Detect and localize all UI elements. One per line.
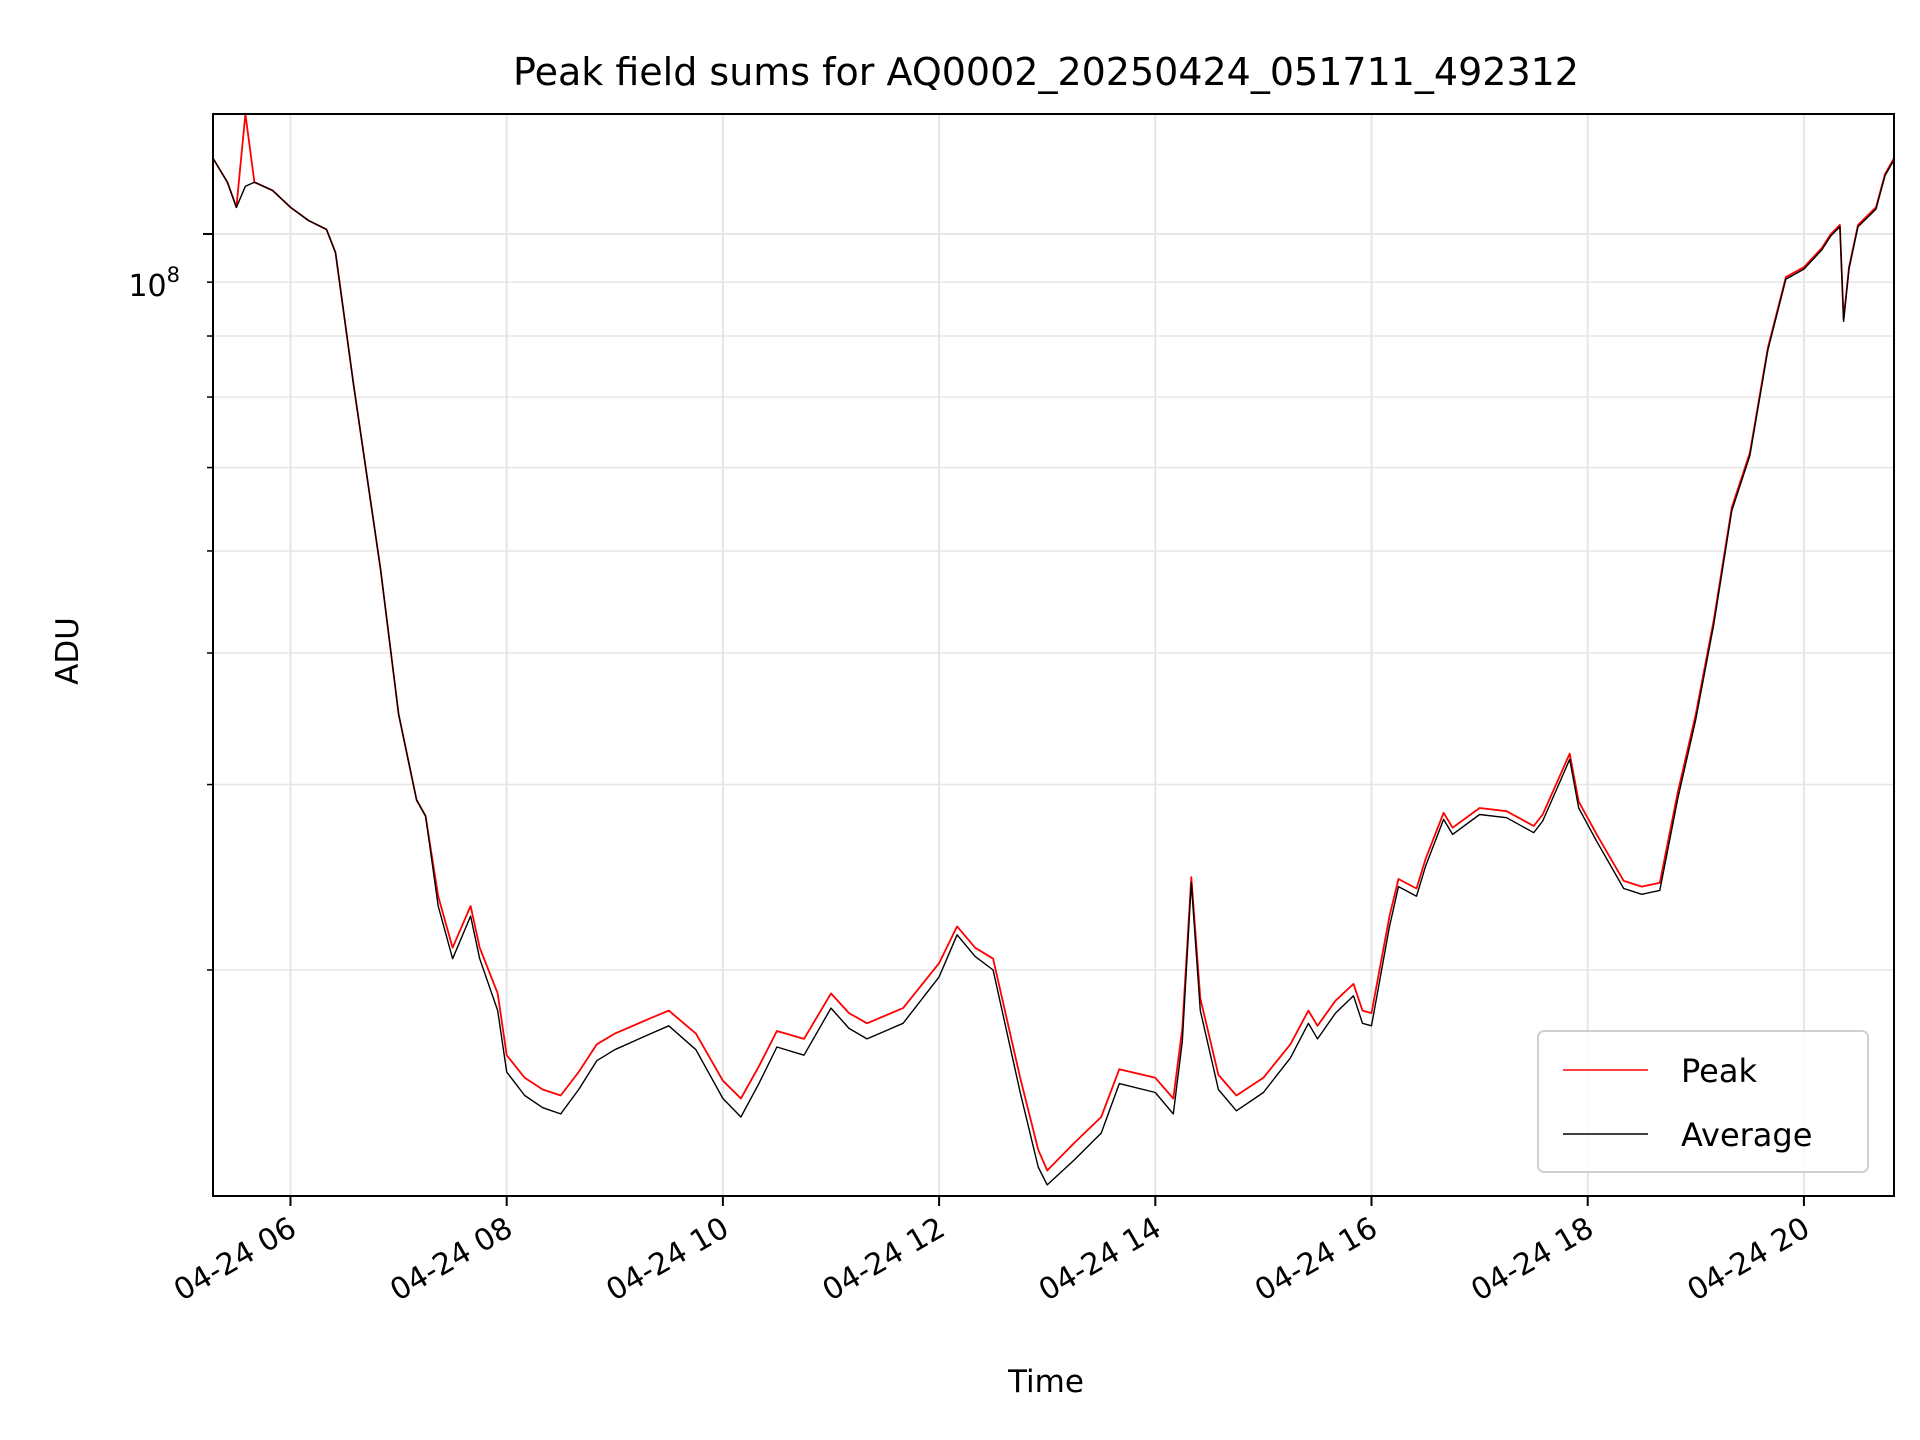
series-layer [213,114,1894,1186]
y-tick-label-1e8: 108 [128,263,180,304]
y-axis-label: ADU [50,617,86,685]
y-tick-exponent: 8 [167,263,180,287]
grid-lines [213,114,1894,1196]
y-tick-base: 10 [128,269,166,304]
legend: Peak Average [1537,1030,1869,1173]
x-axis-label: Time [1007,1364,1084,1400]
axes-frame [212,113,1895,1197]
legend-label-average: Average [1681,1116,1812,1154]
series-line-average [213,157,1894,1186]
series-line-peak [213,114,1894,1172]
chart-title: Peak field sums for AQ0002_20250424_0517… [513,50,1579,94]
legend-box [1537,1030,1869,1173]
legend-label-peak: Peak [1681,1052,1757,1090]
